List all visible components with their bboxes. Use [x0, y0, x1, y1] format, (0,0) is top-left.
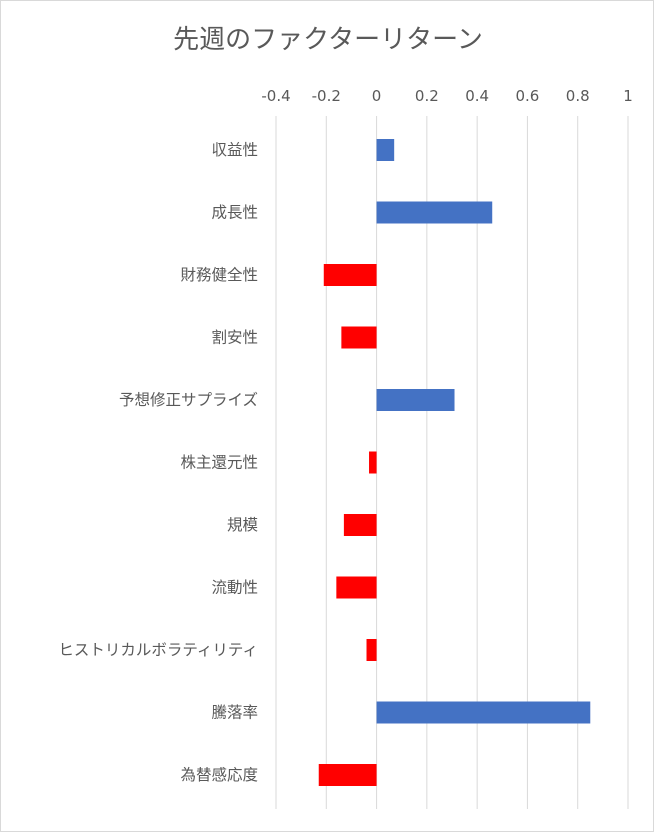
chart-title: 先週のファクターリターン — [173, 25, 483, 55]
category-label: 騰落率 — [211, 704, 258, 722]
category-label: 収益性 — [211, 141, 258, 159]
category-label: 流動性 — [211, 579, 258, 597]
bar — [376, 201, 493, 224]
x-tick-label: -0.4 — [261, 87, 290, 105]
bar — [323, 264, 377, 286]
category-label: 予想修正サプライズ — [119, 391, 258, 409]
x-tick-label: 1 — [623, 87, 633, 105]
x-tick-label: 0.2 — [415, 87, 439, 105]
x-tick-label: -0.2 — [312, 87, 341, 105]
x-tick-label: 0.4 — [465, 87, 489, 105]
x-axis-tick-labels: -0.4 -0.2 0 0.2 0.4 0.6 0.8 1 — [261, 87, 632, 105]
category-label: 規模 — [227, 516, 258, 534]
bar — [341, 326, 377, 349]
category-label: 為替感応度 — [180, 766, 258, 784]
bar — [369, 451, 377, 474]
bar — [318, 764, 377, 786]
category-label: 財務健全性 — [180, 266, 258, 284]
category-label: 割安性 — [211, 329, 258, 347]
bar — [336, 576, 377, 599]
bar — [366, 639, 377, 661]
x-tick-label: 0.8 — [566, 87, 590, 105]
x-tick-label: 0.6 — [515, 87, 539, 105]
category-label: ヒストリカルボラティリティ — [58, 641, 258, 659]
bars — [318, 139, 591, 786]
category-label: 株主還元性 — [180, 454, 258, 472]
bar — [376, 139, 395, 161]
gridlines — [275, 116, 629, 809]
x-tick-label: 0 — [372, 87, 382, 105]
bar — [343, 514, 377, 536]
bar — [376, 701, 591, 724]
category-label: 成長性 — [211, 204, 258, 222]
category-labels: 収益性成長性財務健全性割安性予想修正サプライズ株主還元性規模流動性ヒストリカルボ… — [58, 141, 258, 784]
bar — [376, 389, 455, 411]
